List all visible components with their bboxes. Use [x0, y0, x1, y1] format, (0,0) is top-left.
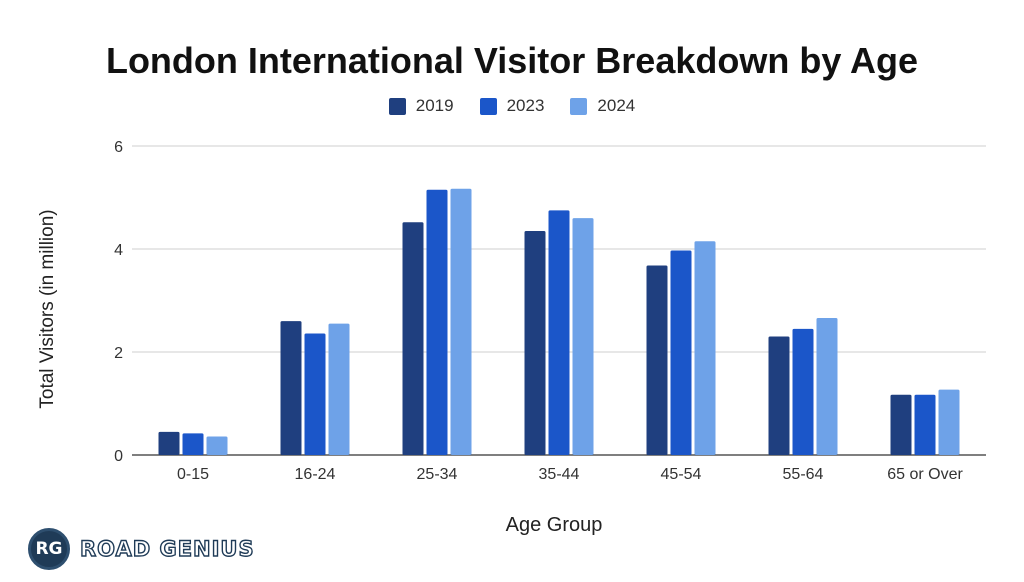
- bar-2023-0-15: [182, 433, 204, 455]
- y-tick-label: 6: [114, 139, 123, 156]
- bar-2023-45-54: [670, 250, 692, 455]
- bar-2023-65-or-over: [914, 394, 936, 455]
- bar-2024-25-34: [450, 188, 472, 455]
- bar-2023-55-64: [792, 328, 814, 455]
- legend: 2019 2023 2024: [0, 96, 1024, 116]
- road-genius-logo: RG ROAD GENIUS: [28, 528, 255, 570]
- legend-label-2019: 2019: [415, 96, 454, 115]
- y-tick-label: 2: [114, 345, 123, 362]
- bar-2024-16-24: [328, 323, 350, 455]
- chart-title: London International Visitor Breakdown b…: [105, 40, 919, 81]
- x-tick-label: 55-64: [783, 466, 824, 483]
- bar-2024-0-15: [206, 436, 228, 455]
- bar-2019-55-64: [768, 336, 790, 455]
- y-tick-label: 4: [114, 242, 123, 259]
- legend-swatch-2023: [479, 97, 497, 115]
- legend-item-2023: 2023: [479, 96, 545, 116]
- bar-2023-16-24: [304, 333, 326, 455]
- x-tick-label: 25-34: [417, 466, 458, 483]
- legend-item-2019: 2019: [388, 96, 454, 116]
- x-tick-label: 45-54: [661, 466, 702, 483]
- bar-2019-16-24: [280, 321, 302, 455]
- legend-label-2024: 2024: [597, 96, 636, 115]
- x-axis-label: Age Group: [505, 514, 603, 536]
- legend-swatch-2019: [388, 97, 406, 115]
- legend-item-2024: 2024: [570, 96, 635, 116]
- bar-2019-45-54: [646, 265, 668, 455]
- legend-label-2023: 2023: [506, 96, 545, 115]
- bar-2019-65-or-over: [890, 394, 912, 455]
- logo-badge-icon: RG: [28, 528, 70, 570]
- x-tick-label: 16-24: [295, 466, 336, 483]
- logo-wordmark: ROAD GENIUS: [79, 536, 255, 561]
- bar-2024-55-64: [816, 318, 838, 455]
- legend-swatch-2024: [570, 97, 588, 115]
- bar-2019-0-15: [158, 431, 180, 455]
- bar-2019-35-44: [524, 230, 546, 455]
- bar-2024-35-44: [572, 218, 594, 455]
- x-tick-label: 35-44: [539, 466, 580, 483]
- y-tick-label: 0: [114, 448, 123, 465]
- bar-2023-35-44: [548, 210, 570, 455]
- x-tick-label: 65 or Over: [887, 466, 963, 483]
- bar-2019-25-34: [402, 222, 424, 455]
- x-tick-label: 0-15: [177, 466, 209, 483]
- bar-2023-25-34: [426, 189, 448, 455]
- bar-2024-65-or-over: [938, 389, 960, 455]
- bar-2024-45-54: [694, 241, 716, 455]
